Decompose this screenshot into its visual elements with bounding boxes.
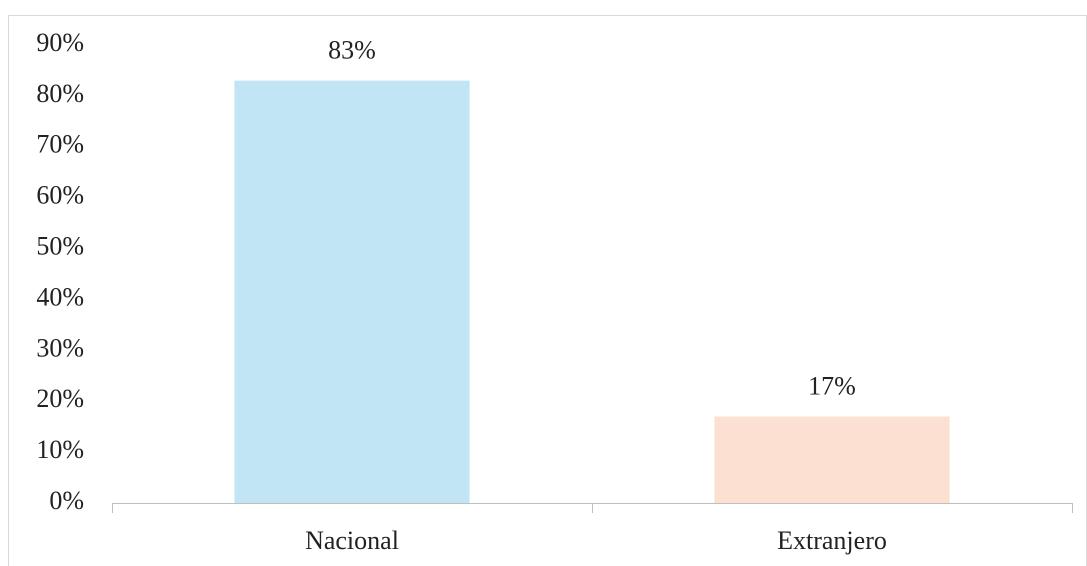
x-tick-label: Extranjero	[777, 526, 887, 555]
y-tick-label: 40%	[36, 282, 84, 311]
y-tick-label: 0%	[49, 486, 84, 515]
y-tick-label: 30%	[36, 333, 84, 362]
bar	[234, 80, 470, 503]
y-tick-label: 20%	[36, 384, 84, 413]
y-tick-label: 80%	[36, 79, 84, 108]
bar	[714, 416, 950, 503]
x-tick-label: Nacional	[305, 526, 399, 555]
y-tick-label: 50%	[36, 232, 84, 261]
data-label: 83%	[328, 36, 376, 65]
y-tick-label: 10%	[36, 435, 84, 464]
data-label: 17%	[808, 371, 856, 400]
y-tick-label: 90%	[36, 28, 84, 57]
y-tick-label: 70%	[36, 130, 84, 159]
y-tick-label: 60%	[36, 181, 84, 210]
